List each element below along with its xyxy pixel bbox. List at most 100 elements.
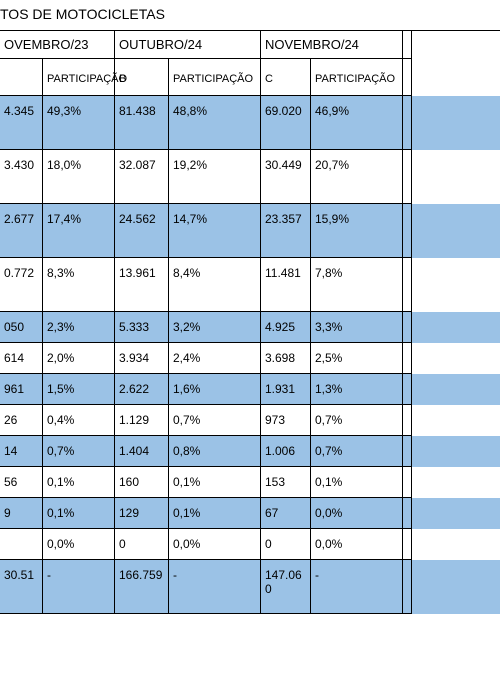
cell-a: 26	[0, 405, 43, 436]
table-title: TOS DE MOTOCICLETAS	[0, 0, 500, 31]
cell-b: 5.333	[115, 312, 169, 343]
subheader-tail	[403, 59, 412, 96]
cell-a-part: 17,4%	[43, 204, 115, 258]
cell-c: 0	[261, 529, 311, 560]
cell-c: 67	[261, 498, 311, 529]
subheader-c-part: PARTICIPAÇÃO	[311, 59, 403, 96]
cell-tail	[403, 436, 412, 467]
cell-a-part: 18,0%	[43, 150, 115, 204]
cell-tail	[403, 150, 412, 204]
cell-a-part: 0,4%	[43, 405, 115, 436]
spreadsheet-table: TOS DE MOTOCICLETAS OVEMBRO/23 OUTUBRO/2…	[0, 0, 500, 699]
table-row: 0502,3%5.3333,2%4.9253,3%	[0, 312, 500, 343]
cell-c-part: 0,0%	[311, 529, 403, 560]
subheader-b-part: PARTICIPAÇÃO	[169, 59, 261, 96]
cell-b: 24.562	[115, 204, 169, 258]
cell-a-part: 0,7%	[43, 436, 115, 467]
cell-a-part: 2,0%	[43, 343, 115, 374]
cell-b: 160	[115, 467, 169, 498]
cell-c: 1.931	[261, 374, 311, 405]
header-month-nov24: NOVEMBRO/24	[261, 31, 403, 59]
cell-a: 56	[0, 467, 43, 498]
cell-b-part: 2,4%	[169, 343, 261, 374]
cell-tail	[403, 374, 412, 405]
table-row: 2.67717,4%24.56214,7%23.35715,9%	[0, 204, 500, 258]
cell-b-part: 3,2%	[169, 312, 261, 343]
cell-a-part: 0,0%	[43, 529, 115, 560]
cell-a: 9	[0, 498, 43, 529]
table-row: 4.34549,3%81.43848,8%69.02046,9%	[0, 96, 500, 150]
cell-b-part: 48,8%	[169, 96, 261, 150]
subheader-a-blank	[0, 59, 43, 96]
cell-c-part: 0,7%	[311, 405, 403, 436]
cell-c-part: 15,9%	[311, 204, 403, 258]
cell-a: 14	[0, 436, 43, 467]
cell-tail	[403, 343, 412, 374]
cell-c: 973	[261, 405, 311, 436]
cell-a-part: 0,1%	[43, 467, 115, 498]
table-row: 0.7728,3%13.9618,4%11.4817,8%	[0, 258, 500, 312]
cell-b-part: 0,7%	[169, 405, 261, 436]
table-row: 3.43018,0%32.08719,2%30.44920,7%	[0, 150, 500, 204]
cell-a: 2.677	[0, 204, 43, 258]
cell-b: 2.622	[115, 374, 169, 405]
cell-c-part: 20,7%	[311, 150, 403, 204]
cell-a-part: 8,3%	[43, 258, 115, 312]
cell-tail	[403, 204, 412, 258]
cell-c-part: -	[311, 560, 403, 614]
cell-a-part: 0,1%	[43, 498, 115, 529]
cell-tail	[403, 560, 412, 614]
cell-c-part: 1,3%	[311, 374, 403, 405]
cell-b: 81.438	[115, 96, 169, 150]
cell-a-part: 2,3%	[43, 312, 115, 343]
cell-c: 69.020	[261, 96, 311, 150]
header-months-row: OVEMBRO/23 OUTUBRO/24 NOVEMBRO/24	[0, 31, 500, 59]
table-row: 0,0%00,0%00,0%	[0, 529, 500, 560]
cell-b: 3.934	[115, 343, 169, 374]
cell-c: 147.060	[261, 560, 311, 614]
header-month-out24: OUTUBRO/24	[115, 31, 261, 59]
cell-a: 30.51	[0, 560, 43, 614]
cell-b: 13.961	[115, 258, 169, 312]
cell-c: 11.481	[261, 258, 311, 312]
cell-c-part: 0,7%	[311, 436, 403, 467]
cell-b-part: 0,1%	[169, 498, 261, 529]
cell-b: 1.404	[115, 436, 169, 467]
cell-a: 050	[0, 312, 43, 343]
cell-b: 32.087	[115, 150, 169, 204]
cell-c: 30.449	[261, 150, 311, 204]
cell-c-part: 46,9%	[311, 96, 403, 150]
table-body: 4.34549,3%81.43848,8%69.02046,9%3.43018,…	[0, 96, 500, 614]
table-row: 90,1%1290,1%670,0%	[0, 498, 500, 529]
cell-c: 1.006	[261, 436, 311, 467]
cell-b-part: 0,8%	[169, 436, 261, 467]
cell-c-part: 3,3%	[311, 312, 403, 343]
cell-c: 3.698	[261, 343, 311, 374]
subheader-c: C	[261, 59, 311, 96]
table-row: 6142,0%3.9342,4%3.6982,5%	[0, 343, 500, 374]
cell-tail	[403, 498, 412, 529]
cell-b-part: -	[169, 560, 261, 614]
table-row: 260,4%1.1290,7%9730,7%	[0, 405, 500, 436]
cell-a-part: 49,3%	[43, 96, 115, 150]
cell-a: 961	[0, 374, 43, 405]
cell-tail	[403, 529, 412, 560]
cell-a: 3.430	[0, 150, 43, 204]
cell-b: 129	[115, 498, 169, 529]
cell-a-part: -	[43, 560, 115, 614]
cell-b-part: 0,0%	[169, 529, 261, 560]
cell-a: 614	[0, 343, 43, 374]
cell-c-part: 0,0%	[311, 498, 403, 529]
cell-b: 1.129	[115, 405, 169, 436]
cell-a	[0, 529, 43, 560]
subheader-a-part: PARTICIPAÇÃO	[43, 59, 115, 96]
header-month-nov23: OVEMBRO/23	[0, 31, 115, 59]
cell-b: 166.759	[115, 560, 169, 614]
cell-b-part: 8,4%	[169, 258, 261, 312]
cell-c-part: 0,1%	[311, 467, 403, 498]
cell-tail	[403, 258, 412, 312]
cell-tail	[403, 405, 412, 436]
table-row: 140,7%1.4040,8%1.0060,7%	[0, 436, 500, 467]
cell-b-part: 1,6%	[169, 374, 261, 405]
cell-c: 23.357	[261, 204, 311, 258]
